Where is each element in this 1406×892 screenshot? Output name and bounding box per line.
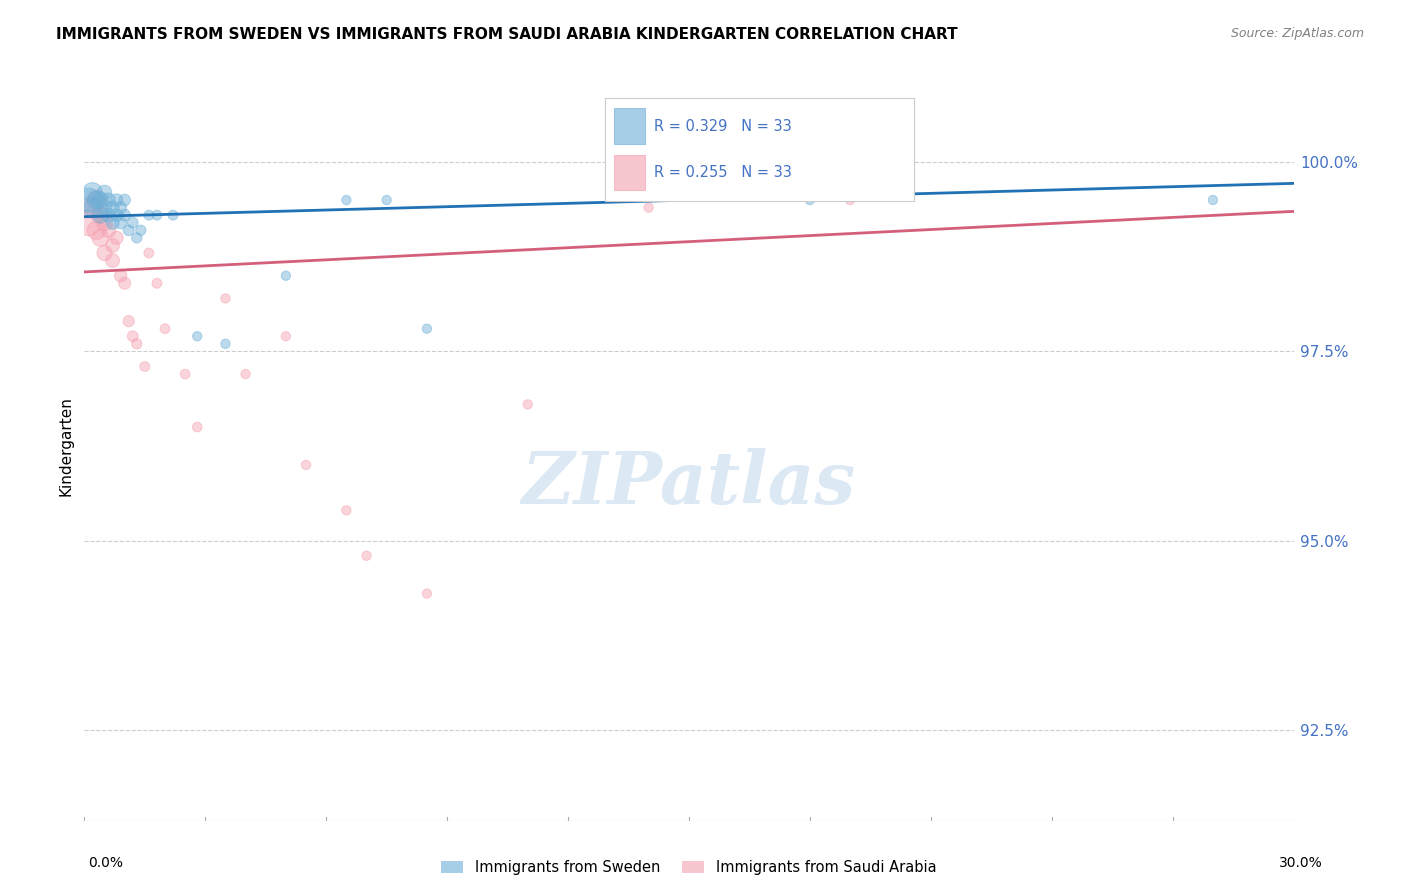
Point: [235, 367, 257, 381]
Point: [335, 193, 357, 207]
Text: 0.0%: 0.0%: [89, 855, 122, 870]
Point: [82, 186, 104, 200]
Point: [97, 193, 120, 207]
Point: [416, 586, 439, 600]
Bar: [614, 154, 645, 190]
Point: [89, 208, 111, 222]
Point: [93, 216, 115, 230]
Point: [118, 314, 141, 328]
Point: [105, 193, 128, 207]
Point: [335, 503, 357, 517]
Point: [138, 246, 160, 260]
Point: [105, 231, 128, 245]
Bar: [614, 108, 645, 145]
Point: [114, 193, 136, 207]
Point: [174, 367, 197, 381]
Point: [416, 321, 439, 335]
Point: [114, 208, 136, 222]
Point: [77, 193, 100, 207]
Point: [162, 208, 184, 222]
Y-axis label: Kindergarten: Kindergarten: [58, 396, 73, 496]
Point: [146, 277, 169, 291]
Text: Source: ZipAtlas.com: Source: ZipAtlas.com: [1230, 27, 1364, 40]
Point: [97, 223, 120, 237]
Text: 30.0%: 30.0%: [1278, 855, 1323, 870]
Point: [110, 216, 132, 230]
Point: [82, 201, 104, 215]
Point: [375, 193, 398, 207]
Point: [110, 201, 132, 215]
Point: [214, 336, 236, 351]
Point: [97, 208, 120, 222]
Point: [134, 359, 156, 374]
Point: [101, 201, 124, 215]
Point: [295, 458, 318, 472]
Point: [516, 397, 538, 411]
Point: [121, 216, 143, 230]
Point: [356, 549, 378, 563]
Point: [101, 253, 124, 268]
Point: [153, 321, 176, 335]
Text: R = 0.329   N = 33: R = 0.329 N = 33: [654, 119, 792, 134]
Point: [101, 238, 124, 252]
Point: [839, 193, 862, 207]
Point: [86, 193, 108, 207]
Point: [125, 231, 148, 245]
Point: [138, 208, 160, 222]
Point: [186, 420, 208, 434]
Point: [799, 193, 821, 207]
Point: [146, 208, 169, 222]
Point: [101, 216, 124, 230]
Point: [214, 292, 236, 306]
Point: [105, 208, 128, 222]
Point: [186, 329, 208, 343]
Point: [82, 201, 104, 215]
Point: [125, 336, 148, 351]
Text: R = 0.255   N = 33: R = 0.255 N = 33: [654, 165, 792, 180]
Point: [77, 216, 100, 230]
Point: [274, 329, 297, 343]
Point: [1202, 193, 1225, 207]
Point: [93, 201, 115, 215]
Point: [114, 277, 136, 291]
Legend: Immigrants from Sweden, Immigrants from Saudi Arabia: Immigrants from Sweden, Immigrants from …: [436, 855, 942, 880]
Point: [89, 208, 111, 222]
Point: [86, 223, 108, 237]
Point: [93, 246, 115, 260]
Text: IMMIGRANTS FROM SWEDEN VS IMMIGRANTS FROM SAUDI ARABIA KINDERGARTEN CORRELATION : IMMIGRANTS FROM SWEDEN VS IMMIGRANTS FRO…: [56, 27, 957, 42]
Point: [121, 329, 143, 343]
Point: [86, 193, 108, 207]
Point: [110, 268, 132, 283]
Text: ZIPatlas: ZIPatlas: [522, 448, 856, 519]
Point: [89, 193, 111, 207]
Point: [118, 223, 141, 237]
Point: [89, 231, 111, 245]
Point: [129, 223, 152, 237]
Point: [93, 186, 115, 200]
Point: [274, 268, 297, 283]
Point: [637, 201, 659, 215]
